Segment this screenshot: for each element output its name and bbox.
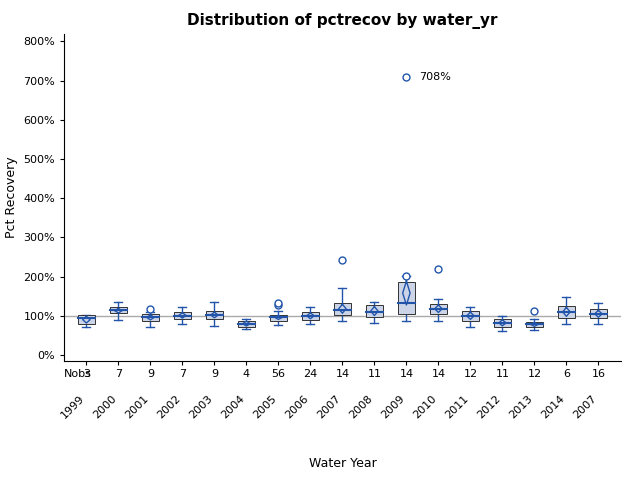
Text: 12: 12 <box>463 369 477 379</box>
Text: 3: 3 <box>83 369 90 379</box>
Text: 2003: 2003 <box>188 394 214 420</box>
Text: Water Year: Water Year <box>308 457 376 470</box>
Bar <box>525 322 543 327</box>
Text: 2007: 2007 <box>572 394 598 420</box>
Bar <box>269 315 287 321</box>
Text: 1999: 1999 <box>60 394 86 421</box>
Text: 2006: 2006 <box>284 394 310 420</box>
Bar <box>493 319 511 327</box>
Bar <box>589 309 607 318</box>
Text: 2008: 2008 <box>348 394 374 420</box>
Text: 9: 9 <box>211 369 218 379</box>
Bar <box>461 311 479 321</box>
Text: 4: 4 <box>243 369 250 379</box>
Bar <box>205 311 223 319</box>
Bar <box>173 312 191 319</box>
Text: 14: 14 <box>399 369 413 379</box>
Text: 7: 7 <box>115 369 122 379</box>
Text: 708%: 708% <box>419 72 451 83</box>
Text: Nobs: Nobs <box>64 369 92 379</box>
Bar <box>109 307 127 313</box>
Bar <box>557 306 575 318</box>
Text: 2007: 2007 <box>316 394 342 420</box>
Text: 11: 11 <box>495 369 509 379</box>
Text: 56: 56 <box>271 369 285 379</box>
Text: 16: 16 <box>591 369 605 379</box>
Title: Distribution of pctrecov by water_yr: Distribution of pctrecov by water_yr <box>187 13 498 29</box>
Text: 2001: 2001 <box>124 394 150 420</box>
Text: 2011: 2011 <box>444 394 470 420</box>
Bar <box>397 283 415 314</box>
Y-axis label: Pct Recovery: Pct Recovery <box>4 156 18 238</box>
Text: 24: 24 <box>303 369 317 379</box>
Text: 2012: 2012 <box>476 394 502 420</box>
Text: 2013: 2013 <box>508 394 534 420</box>
Bar <box>301 312 319 320</box>
Text: 14: 14 <box>431 369 445 379</box>
Bar <box>333 303 351 315</box>
Text: 2004: 2004 <box>220 394 246 420</box>
Text: 11: 11 <box>367 369 381 379</box>
Text: 2010: 2010 <box>412 394 438 420</box>
Text: 2014: 2014 <box>540 394 566 420</box>
Text: 2000: 2000 <box>92 394 118 420</box>
Text: 7: 7 <box>179 369 186 379</box>
Text: 14: 14 <box>335 369 349 379</box>
Text: 2005: 2005 <box>252 394 278 420</box>
Bar <box>365 305 383 317</box>
Text: 2009: 2009 <box>380 394 406 420</box>
Bar <box>141 314 159 321</box>
Text: 6: 6 <box>563 369 570 379</box>
Text: 2002: 2002 <box>156 394 182 420</box>
Bar <box>429 304 447 314</box>
Bar <box>237 321 255 327</box>
Text: 9: 9 <box>147 369 154 379</box>
Bar <box>77 315 95 324</box>
Text: 12: 12 <box>527 369 541 379</box>
